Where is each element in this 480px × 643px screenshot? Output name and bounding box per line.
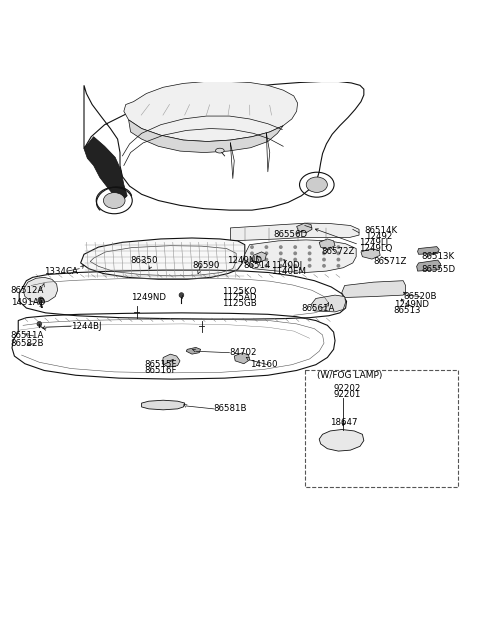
Polygon shape [319, 430, 364, 451]
Polygon shape [245, 240, 356, 273]
Polygon shape [234, 353, 250, 364]
Circle shape [336, 251, 340, 255]
Circle shape [322, 245, 326, 249]
Circle shape [308, 245, 312, 249]
Text: 1140DJ: 1140DJ [271, 261, 302, 270]
Circle shape [279, 251, 283, 255]
Text: 1244BJ: 1244BJ [71, 322, 102, 331]
Text: 92201: 92201 [334, 390, 361, 399]
Circle shape [336, 245, 340, 249]
Polygon shape [319, 239, 335, 249]
Ellipse shape [216, 149, 224, 153]
Text: 92202: 92202 [334, 385, 361, 394]
Text: 1125GB: 1125GB [222, 299, 256, 308]
Text: 86582B: 86582B [11, 339, 44, 348]
Text: 14160: 14160 [250, 360, 277, 369]
Text: 86511A: 86511A [11, 331, 44, 340]
Polygon shape [142, 400, 185, 410]
Text: 86513K: 86513K [421, 252, 455, 261]
Circle shape [279, 245, 283, 249]
Circle shape [322, 264, 326, 267]
Ellipse shape [306, 177, 327, 192]
Text: 12492: 12492 [365, 232, 392, 241]
Text: 86514K: 86514K [365, 226, 398, 235]
Text: 1125AD: 1125AD [222, 293, 256, 302]
Polygon shape [124, 82, 298, 141]
Text: 86513: 86513 [394, 306, 421, 315]
Polygon shape [186, 347, 201, 354]
Text: 86350: 86350 [131, 255, 158, 264]
Circle shape [250, 251, 254, 255]
Circle shape [250, 258, 254, 262]
Circle shape [308, 264, 312, 267]
Circle shape [179, 293, 184, 298]
Circle shape [293, 264, 297, 267]
Text: 1249ND: 1249ND [227, 255, 262, 264]
Circle shape [308, 258, 312, 262]
Text: 86514: 86514 [243, 261, 270, 270]
Circle shape [336, 258, 340, 262]
Circle shape [250, 264, 254, 267]
Text: 1491AD: 1491AD [11, 298, 45, 307]
Polygon shape [162, 354, 180, 367]
Polygon shape [84, 137, 127, 201]
Text: 1249LQ: 1249LQ [359, 244, 393, 253]
Text: 86516F: 86516F [144, 367, 177, 376]
Polygon shape [129, 120, 283, 152]
Text: 1125KQ: 1125KQ [222, 287, 256, 296]
Polygon shape [297, 223, 312, 233]
Circle shape [38, 297, 44, 303]
Text: 1334CA: 1334CA [44, 267, 78, 276]
Text: 18647: 18647 [330, 418, 358, 427]
Circle shape [293, 245, 297, 249]
Text: 86571Z: 86571Z [373, 257, 407, 266]
Text: 84702: 84702 [229, 349, 257, 358]
Polygon shape [342, 281, 406, 298]
Polygon shape [81, 238, 245, 279]
Text: 86590: 86590 [192, 261, 219, 270]
Circle shape [336, 264, 340, 267]
Text: 86515F: 86515F [144, 360, 177, 369]
Circle shape [264, 245, 268, 249]
Circle shape [322, 258, 326, 262]
Circle shape [293, 251, 297, 255]
Polygon shape [417, 260, 441, 271]
Circle shape [279, 264, 283, 267]
Polygon shape [23, 277, 58, 303]
Circle shape [264, 258, 268, 262]
Circle shape [279, 258, 283, 262]
Polygon shape [361, 249, 380, 259]
Circle shape [322, 251, 326, 255]
Text: 86512A: 86512A [11, 285, 44, 294]
Circle shape [264, 264, 268, 267]
Circle shape [308, 251, 312, 255]
Text: 86555D: 86555D [421, 265, 456, 274]
Polygon shape [252, 252, 266, 263]
Circle shape [293, 258, 297, 262]
Polygon shape [311, 295, 346, 312]
Circle shape [37, 322, 42, 326]
Text: 1249ND: 1249ND [131, 293, 166, 302]
Text: 1249ND: 1249ND [394, 300, 429, 309]
Text: 1249LJ: 1249LJ [359, 239, 388, 248]
Text: (W/FOG LAMP): (W/FOG LAMP) [317, 371, 382, 380]
Text: 86556D: 86556D [274, 230, 308, 239]
Text: 86561A: 86561A [301, 303, 335, 312]
Text: 86581B: 86581B [214, 404, 247, 413]
Polygon shape [230, 223, 359, 241]
Circle shape [264, 251, 268, 255]
Text: 1140EM: 1140EM [271, 267, 306, 276]
Polygon shape [418, 247, 439, 254]
Ellipse shape [104, 193, 125, 208]
Text: 86572Z: 86572Z [322, 248, 355, 257]
Text: 86520B: 86520B [403, 292, 437, 301]
Circle shape [250, 245, 254, 249]
